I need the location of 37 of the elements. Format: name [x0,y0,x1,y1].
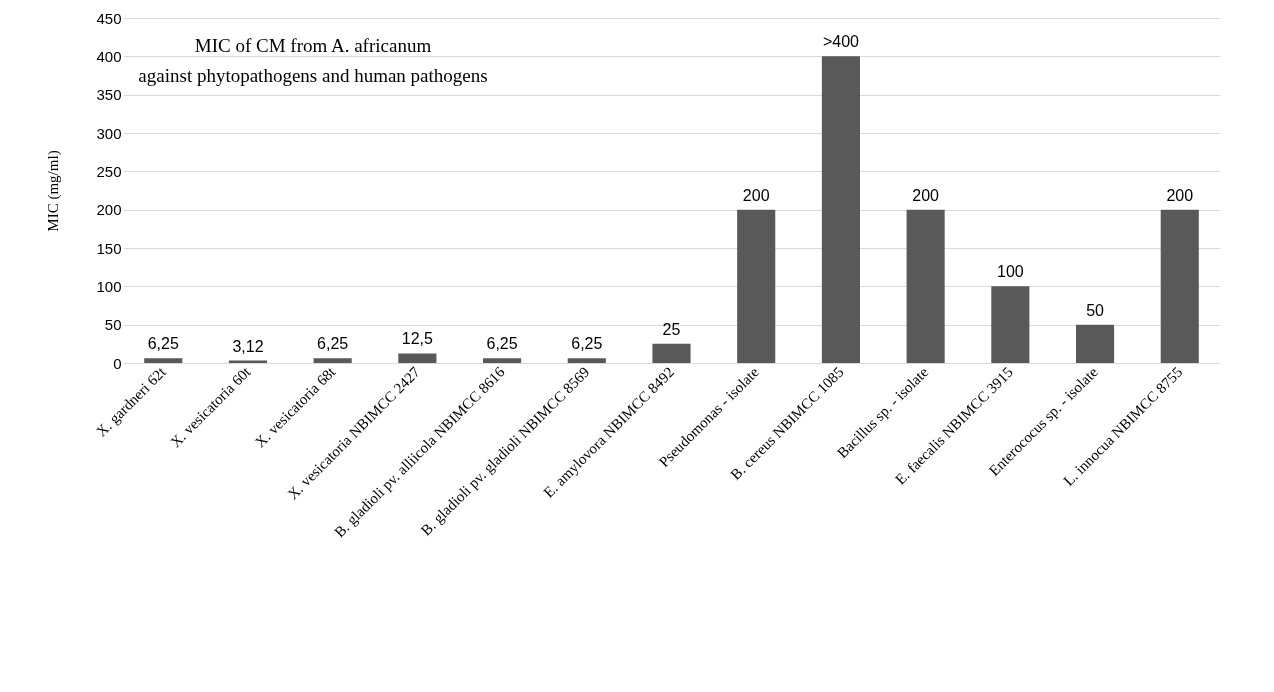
bar [652,343,691,363]
y-tick-label: 450 [96,9,122,27]
text: MIC of CM from A. africanum against phytopathogens and human pathogens [138,35,488,86]
bar [991,286,1030,363]
y-tick-label: 100 [96,277,122,295]
y-tick-label: 400 [96,47,122,65]
y-tick-label: 200 [96,201,122,219]
bar [1075,324,1115,363]
data-label: 50 [1086,301,1105,319]
data-label: 200 [742,186,770,204]
bar [398,353,437,363]
bar [1160,209,1199,363]
bar [906,209,945,363]
data-label: 12,5 [401,330,434,348]
data-label: 6,25 [317,335,349,353]
bar [144,358,183,363]
y-tick-label: 350 [96,86,122,104]
data-label: 6,25 [147,335,179,353]
data-label: 200 [1166,186,1194,204]
bar [313,358,352,363]
data-label: 200 [912,186,940,204]
bar [483,358,522,363]
data-label: 100 [996,263,1024,281]
bar [737,209,776,363]
y-tick-label: 250 [96,162,122,180]
data-label: 3,12 [232,337,264,355]
y-tick-label: 150 [96,239,122,257]
y-tick-label: 300 [96,124,122,142]
data-label: >400 [822,33,860,51]
bar [821,56,860,363]
y-axis-title: MIC (mg/ml) [45,150,63,232]
y-tick-label: 0 [113,354,122,372]
data-label: 6,25 [571,335,603,353]
y-tick-label: 50 [104,316,122,334]
bar [567,358,606,363]
data-label: 6,25 [486,335,518,353]
data-label: 25 [662,320,681,338]
